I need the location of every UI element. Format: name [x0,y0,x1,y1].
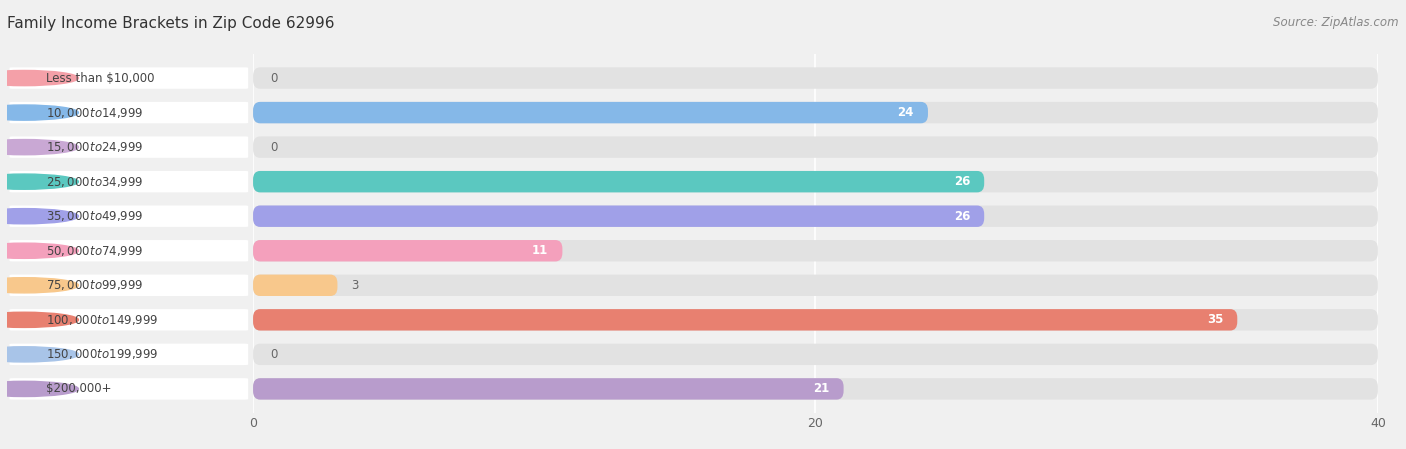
Text: $10,000 to $14,999: $10,000 to $14,999 [46,106,143,119]
Circle shape [0,140,79,155]
Circle shape [0,243,79,258]
Text: $15,000 to $24,999: $15,000 to $24,999 [46,140,143,154]
Text: $50,000 to $74,999: $50,000 to $74,999 [46,244,143,258]
Text: $200,000+: $200,000+ [46,383,112,396]
Text: 26: 26 [953,210,970,223]
Text: $150,000 to $199,999: $150,000 to $199,999 [46,348,159,361]
FancyBboxPatch shape [10,275,247,296]
Text: 0: 0 [270,71,277,84]
FancyBboxPatch shape [253,343,1378,365]
FancyBboxPatch shape [10,67,247,89]
FancyBboxPatch shape [10,378,247,400]
Text: $75,000 to $99,999: $75,000 to $99,999 [46,278,143,292]
FancyBboxPatch shape [10,343,247,365]
FancyBboxPatch shape [253,171,1378,192]
FancyBboxPatch shape [253,67,1378,89]
Circle shape [0,209,79,224]
FancyBboxPatch shape [253,275,1378,296]
Text: 21: 21 [813,383,830,396]
Text: 0: 0 [270,348,277,361]
Circle shape [0,312,79,327]
FancyBboxPatch shape [253,206,984,227]
Circle shape [0,105,79,120]
Text: Family Income Brackets in Zip Code 62996: Family Income Brackets in Zip Code 62996 [7,16,335,31]
FancyBboxPatch shape [253,378,1378,400]
FancyBboxPatch shape [10,171,247,192]
Text: 35: 35 [1206,313,1223,326]
Text: 24: 24 [897,106,914,119]
FancyBboxPatch shape [253,206,1378,227]
Text: 11: 11 [531,244,548,257]
Circle shape [0,70,79,86]
FancyBboxPatch shape [253,171,984,192]
FancyBboxPatch shape [10,240,247,261]
FancyBboxPatch shape [253,309,1378,330]
Text: 26: 26 [953,175,970,188]
Circle shape [0,174,79,189]
Circle shape [0,381,79,396]
FancyBboxPatch shape [253,240,562,261]
FancyBboxPatch shape [10,206,247,227]
FancyBboxPatch shape [253,102,928,123]
Circle shape [0,277,79,293]
Text: 3: 3 [352,279,359,292]
Text: Source: ZipAtlas.com: Source: ZipAtlas.com [1274,16,1399,29]
FancyBboxPatch shape [253,275,337,296]
FancyBboxPatch shape [253,378,844,400]
Text: 0: 0 [270,141,277,154]
FancyBboxPatch shape [10,309,247,330]
FancyBboxPatch shape [10,136,247,158]
FancyBboxPatch shape [253,240,1378,261]
FancyBboxPatch shape [253,309,1237,330]
FancyBboxPatch shape [10,102,247,123]
Text: $25,000 to $34,999: $25,000 to $34,999 [46,175,143,189]
Circle shape [0,347,79,362]
FancyBboxPatch shape [253,136,1378,158]
Text: $100,000 to $149,999: $100,000 to $149,999 [46,313,159,327]
FancyBboxPatch shape [253,102,1378,123]
Text: $35,000 to $49,999: $35,000 to $49,999 [46,209,143,223]
Text: Less than $10,000: Less than $10,000 [46,71,155,84]
